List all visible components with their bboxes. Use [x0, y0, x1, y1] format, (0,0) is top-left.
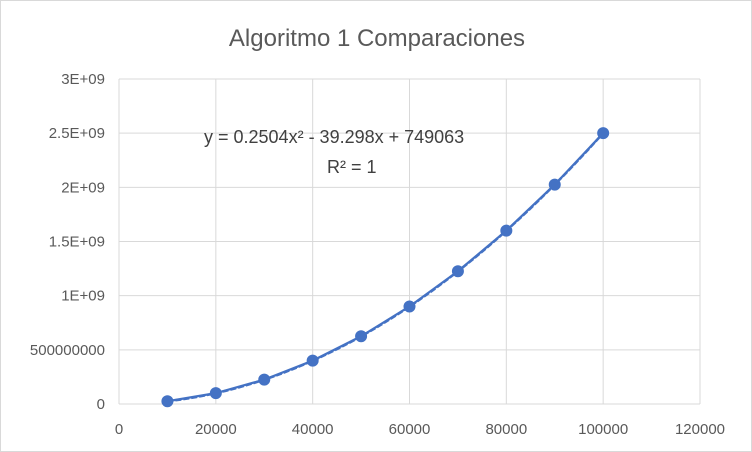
y-tick-label: 2E+09 [61, 179, 105, 196]
data-point [451, 265, 464, 278]
gridlines [118, 78, 701, 405]
data-point [258, 373, 271, 386]
data-point [500, 224, 513, 237]
trendline-group [167, 132, 605, 403]
data-point [306, 354, 319, 367]
y-tick-label: 2.5E+09 [49, 125, 105, 142]
data-point [161, 395, 174, 408]
data-point [403, 300, 416, 313]
y-tick-label: 3E+09 [61, 71, 105, 88]
chart-title: Algoritmo 1 Comparaciones [229, 25, 525, 52]
series-line [167, 132, 604, 403]
x-tick-label: 0 [115, 421, 123, 438]
x-tick-label: 120000 [675, 421, 725, 438]
y-tick-label: 1E+09 [61, 288, 105, 305]
y-axis: 0 500000000 1E+09 1.5E+09 2E+09 2.5E+09 3E+09 [30, 71, 105, 413]
x-tick-label: 100000 [578, 421, 628, 438]
data-markers [161, 127, 610, 408]
data-point [355, 330, 368, 343]
trendline-r-squared: R² = 1 [327, 157, 377, 177]
x-axis: 0 20000 40000 60000 80000 100000 120000 [115, 421, 725, 438]
y-tick-label: 1.5E+09 [49, 234, 105, 251]
x-tick-label: 20000 [195, 421, 237, 438]
y-tick-label: 0 [97, 396, 105, 413]
data-point [209, 387, 222, 400]
data-point [548, 178, 561, 191]
x-tick-label: 60000 [389, 421, 431, 438]
trendline-equation: y = 0.2504x² - 39.298x + 749063 [204, 127, 464, 147]
data-point [597, 127, 610, 140]
y-tick-label: 500000000 [30, 342, 105, 359]
trendline [167, 132, 605, 403]
x-tick-label: 40000 [292, 421, 334, 438]
x-tick-label: 80000 [485, 421, 527, 438]
